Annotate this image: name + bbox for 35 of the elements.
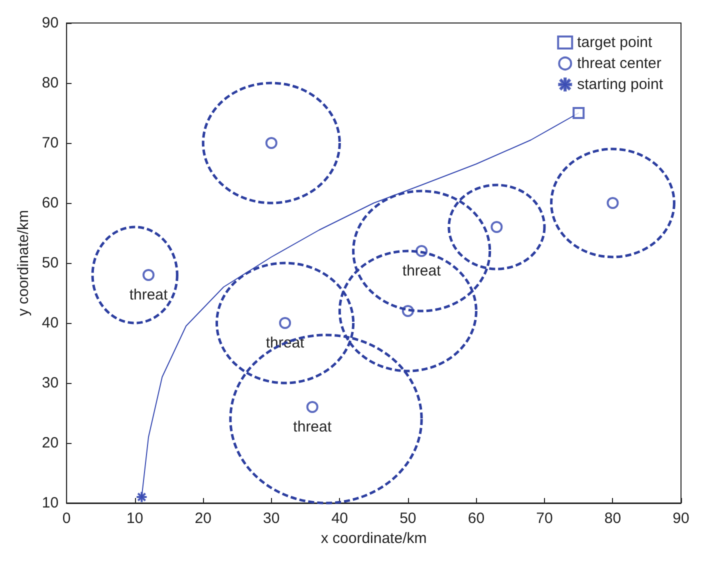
x-tick-label: 80: [604, 510, 622, 527]
y-tick-label: 60: [42, 194, 59, 212]
annotation: threat: [293, 418, 332, 436]
y-axis-title: y coordinate/km: [15, 210, 32, 316]
y-tick-label: 20: [42, 434, 59, 452]
annotation: threat: [129, 286, 169, 304]
x-tick-label: 0: [62, 510, 71, 527]
legend-label: target point: [577, 34, 653, 51]
point: [572, 107, 585, 119]
y-tick-label: 10: [42, 494, 59, 512]
x-tick-label: 40: [331, 510, 348, 527]
x-tick-label: 60: [468, 510, 485, 527]
y-tick-label: 40: [42, 314, 59, 332]
x-tick-label: 50: [400, 510, 416, 527]
y-tick-label: 50: [42, 254, 59, 272]
x-tick-label: 70: [536, 510, 553, 527]
y-tick-label: 80: [42, 74, 59, 92]
y-tick-label: 30: [42, 374, 59, 392]
annotation: threat: [402, 262, 442, 280]
point: [265, 137, 278, 149]
x-tick-label: 90: [672, 510, 690, 527]
legend-label: starting point: [577, 76, 664, 93]
point: [306, 401, 318, 413]
y-tick-label: 90: [42, 14, 59, 32]
point: [142, 269, 155, 281]
y-tick-label: 70: [42, 134, 59, 152]
point: [490, 221, 503, 233]
point: [606, 197, 619, 209]
point: [136, 492, 147, 502]
x-tick-label: 20: [194, 510, 212, 527]
x-axis-title: x coordinate/km: [320, 530, 427, 547]
legend-label: threat center: [577, 55, 662, 72]
x-tick-label: 10: [126, 510, 144, 527]
point: [279, 317, 292, 329]
x-tick-label: 30: [263, 510, 280, 527]
